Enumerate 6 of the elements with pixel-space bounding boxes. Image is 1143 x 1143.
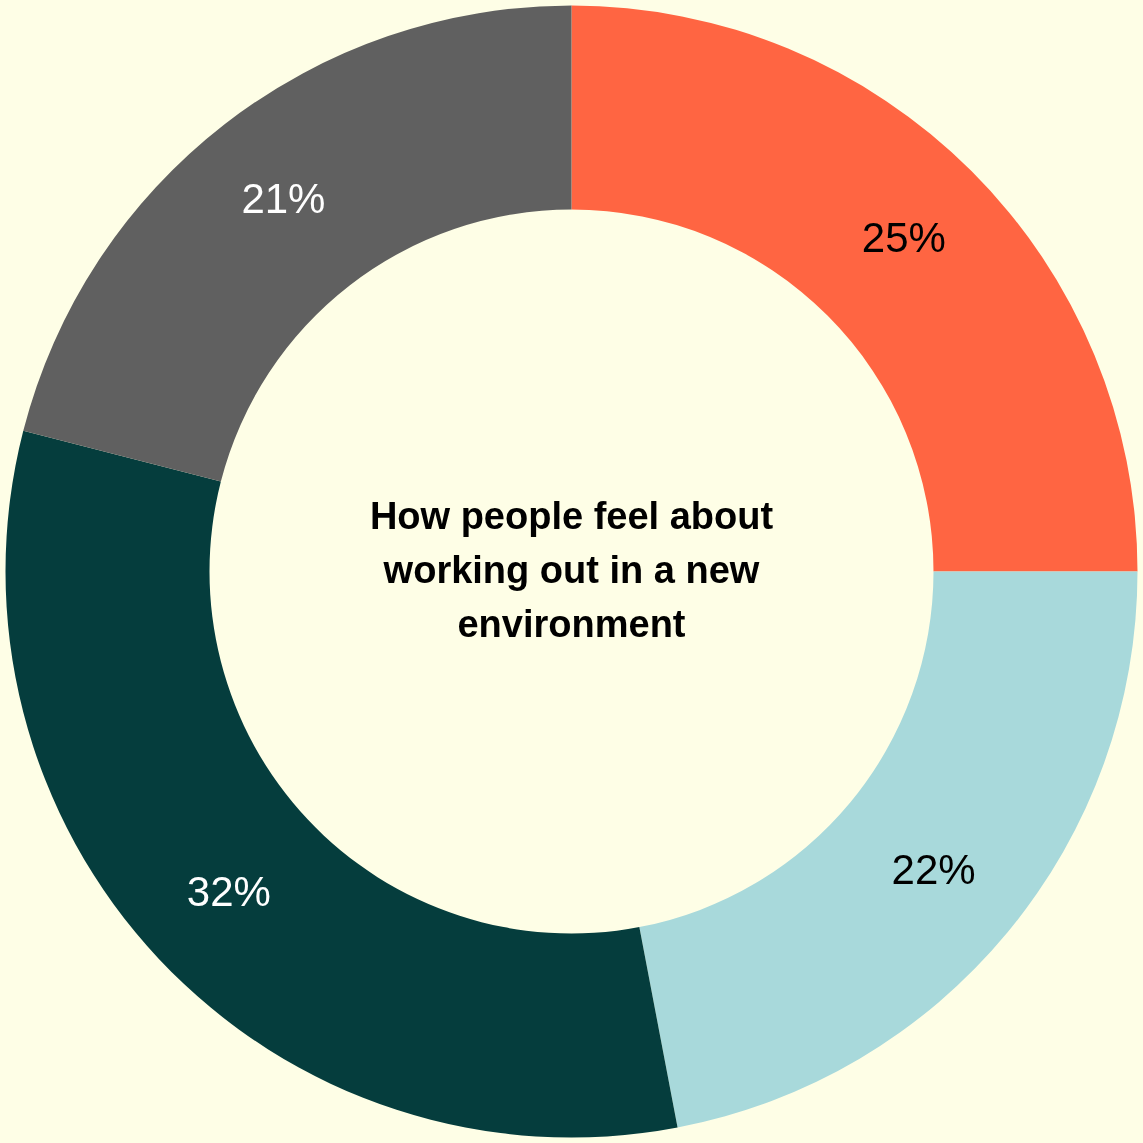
- donut-slice: [23, 5, 572, 482]
- data-label: 25%: [861, 214, 946, 262]
- data-label: 21%: [241, 175, 326, 223]
- data-label: 22%: [891, 846, 976, 894]
- data-label: 32%: [186, 868, 271, 916]
- text: How people feel about working out in a new environment: [369, 494, 774, 645]
